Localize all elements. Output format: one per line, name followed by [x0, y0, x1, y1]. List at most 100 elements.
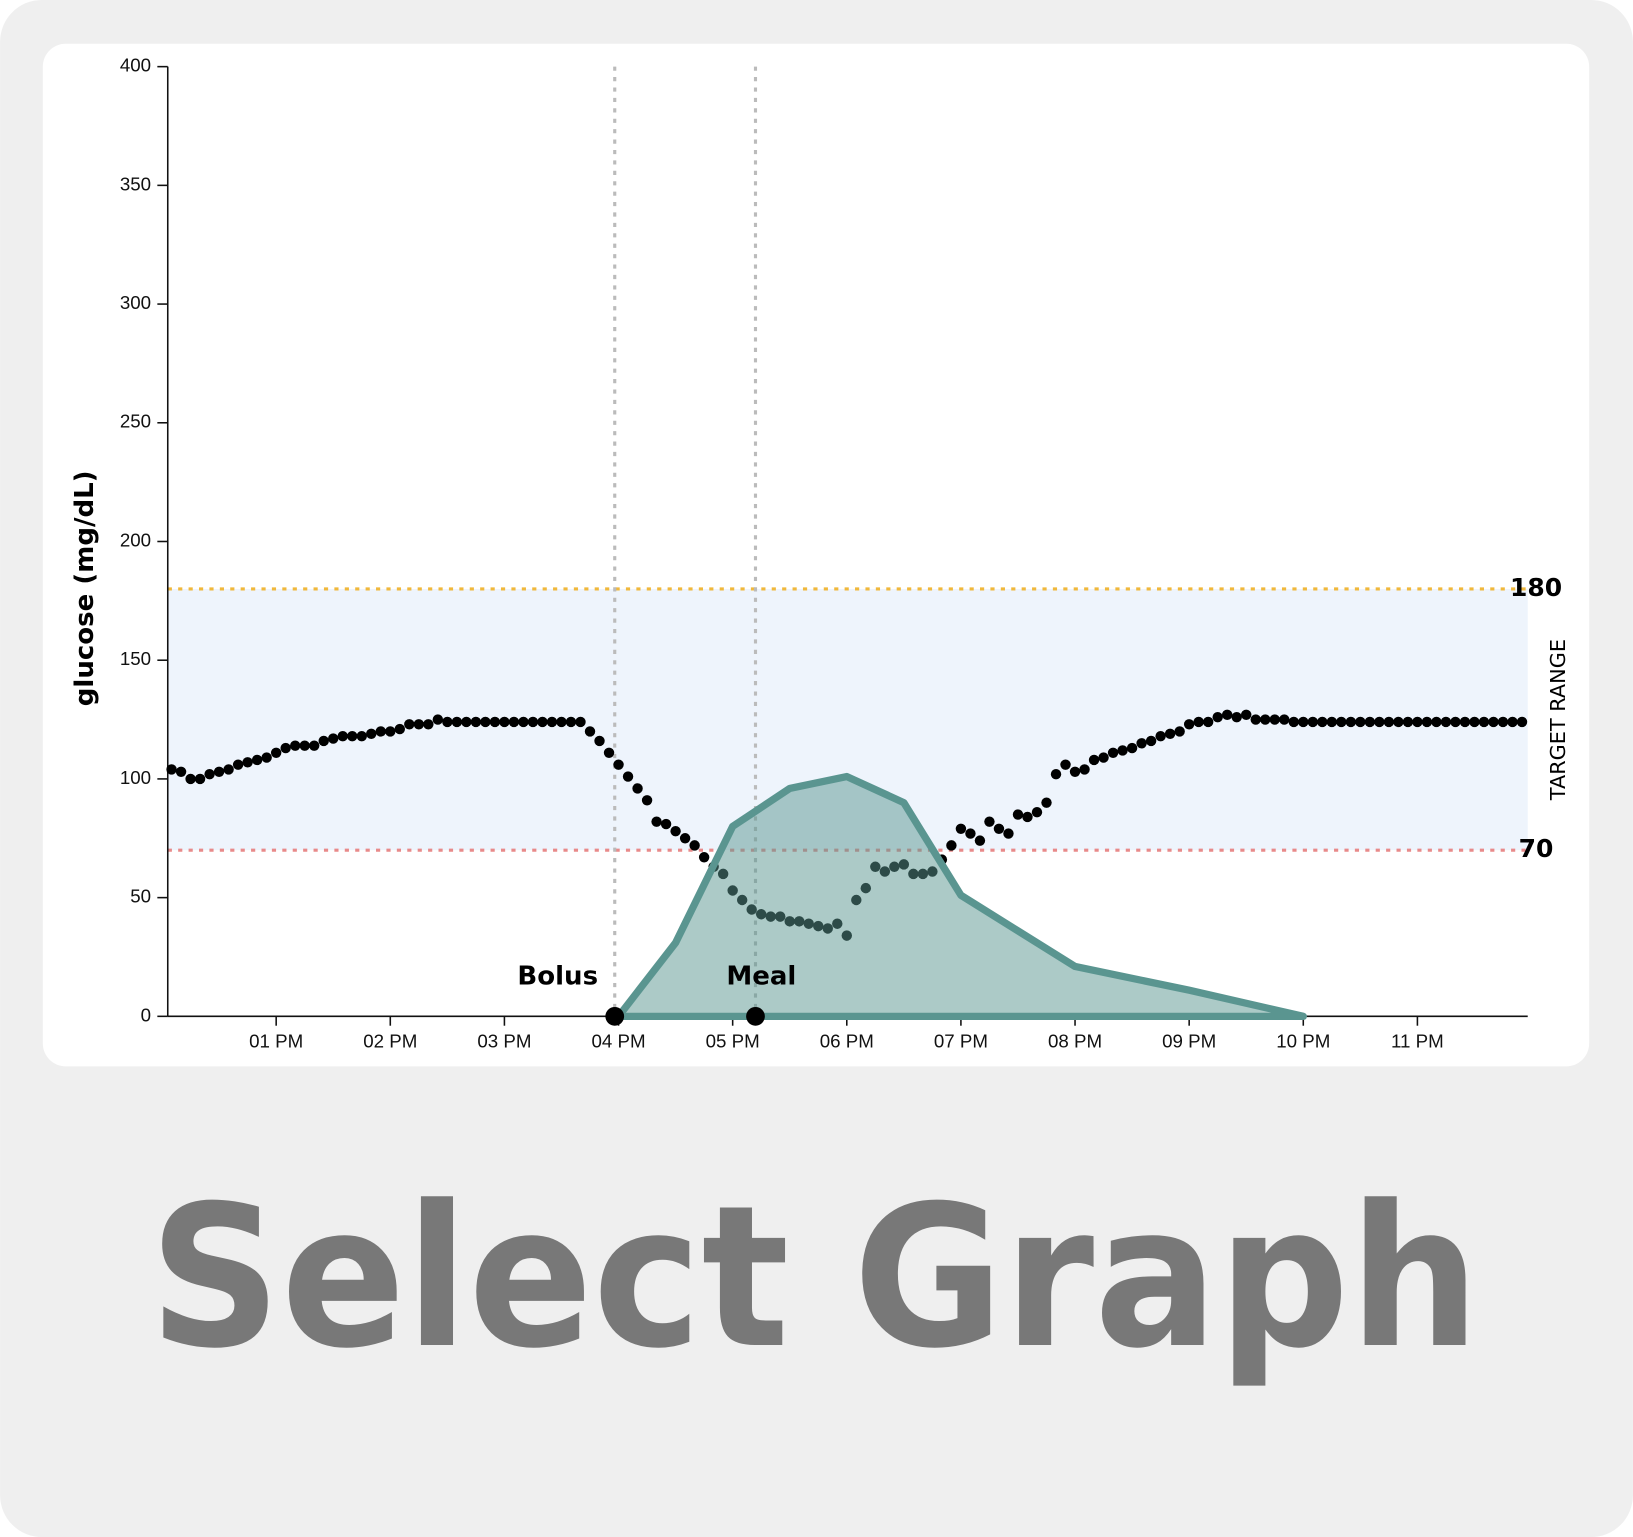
glucose-point	[1221, 709, 1233, 721]
glucose-point	[670, 825, 681, 837]
glucose-point	[1260, 714, 1271, 725]
y-tick-label: 250	[120, 411, 151, 432]
glucose-point	[537, 716, 548, 728]
glucose-point	[261, 752, 272, 763]
target-high-label: 180	[1510, 573, 1562, 602]
glucose-point	[1421, 716, 1433, 728]
glucose-point	[480, 716, 491, 728]
glucose-point	[556, 716, 567, 728]
glucose-point	[1041, 797, 1052, 808]
glucose-point	[1393, 716, 1404, 728]
y-tick-label: 150	[120, 648, 151, 669]
glucose-point	[175, 766, 187, 777]
y-tick-label: 300	[120, 292, 151, 313]
plot: 180 70 TARGET RANGE 0 50 100 150 200 250 300 350 40…	[70, 55, 1570, 1052]
glucose-point	[603, 747, 615, 759]
glucose-point	[1107, 747, 1119, 759]
glucose-point	[1269, 714, 1280, 725]
glucose-point	[499, 716, 510, 728]
button-label: Select Graph	[149, 1164, 1480, 1392]
glucose-point	[356, 730, 367, 742]
glucose-point	[946, 840, 957, 851]
glucose-point	[546, 716, 558, 728]
glucose-point	[632, 783, 643, 794]
x-tick-label: 11 PM	[1391, 1030, 1444, 1051]
glucose-point	[280, 742, 291, 754]
glucose-point	[1478, 716, 1490, 728]
glucose-point	[251, 754, 263, 766]
glucose-point	[584, 726, 596, 737]
glucose-point	[1345, 716, 1357, 728]
glucose-point	[1155, 730, 1166, 742]
glucose-point	[166, 764, 177, 775]
x-tick-label: 02 PM	[363, 1030, 417, 1051]
glucose-point	[1231, 711, 1242, 723]
glucose-point	[622, 771, 634, 782]
glucose-point	[489, 716, 501, 728]
y-tick-label: 200	[120, 529, 151, 550]
event-label: Meal	[726, 961, 796, 991]
glucose-point	[366, 728, 377, 740]
glucose-point	[270, 747, 282, 759]
glucose-point	[1412, 716, 1423, 728]
glucose-point	[385, 726, 396, 737]
glucose-point	[1374, 716, 1385, 728]
glucose-point	[461, 716, 472, 728]
event-label: Bolus	[517, 961, 598, 991]
glucose-point	[1288, 716, 1299, 728]
glucose-point	[651, 816, 662, 827]
glucose-point	[1079, 764, 1090, 775]
glucose-point	[1355, 716, 1366, 728]
glucose-point	[242, 757, 253, 768]
glucose-point	[565, 716, 577, 728]
glucose-point	[974, 835, 986, 846]
glucose-point	[328, 733, 339, 744]
glucose-point	[1383, 716, 1395, 728]
glucose-point	[1069, 766, 1081, 777]
x-tick-label: 01 PM	[249, 1030, 303, 1051]
x-tick-label: 09 PM	[1162, 1030, 1216, 1051]
glucose-point	[1317, 716, 1328, 728]
glucose-point	[318, 735, 329, 747]
glucose-point	[1183, 719, 1195, 730]
glucose-point	[527, 716, 539, 728]
glucose-point	[194, 773, 206, 785]
glucose-point	[1307, 716, 1319, 728]
glucose-point	[1012, 809, 1024, 820]
glucose-point	[1298, 716, 1309, 728]
y-axis-label: glucose (mg/dL)	[70, 470, 100, 706]
glucose-point	[432, 714, 444, 725]
glucose-point	[1250, 714, 1261, 725]
glucose-point	[423, 719, 434, 730]
insulin-carb-area	[614, 772, 1307, 1020]
x-tick-label: 10 PM	[1276, 1030, 1330, 1051]
glucose-point	[1022, 811, 1033, 823]
target-low-label: 70	[1519, 834, 1554, 863]
glucose-point	[1279, 714, 1290, 725]
glucose-point	[1440, 716, 1452, 728]
glucose-point	[1003, 828, 1014, 839]
glucose-point	[299, 740, 310, 751]
x-tick-label: 03 PM	[477, 1030, 531, 1051]
glucose-point	[1060, 759, 1071, 770]
glucose-point	[1450, 716, 1461, 728]
x-tick-label: 07 PM	[934, 1030, 988, 1051]
glucose-point	[1031, 806, 1043, 818]
glucose-point	[993, 823, 1005, 834]
glucose-point	[289, 740, 301, 751]
glucose-point	[223, 764, 234, 775]
glucose-point	[575, 716, 586, 728]
x-tick-label: 06 PM	[820, 1030, 874, 1051]
glucose-point	[232, 759, 244, 770]
x-tick-label: 05 PM	[706, 1030, 760, 1051]
glucose-point	[375, 726, 386, 737]
glucose-point	[1336, 716, 1347, 728]
event-marker	[746, 1006, 765, 1026]
glucose-point	[1126, 742, 1138, 754]
event-marker	[605, 1006, 625, 1026]
glucose-point	[689, 840, 700, 851]
glucose-point	[213, 766, 225, 777]
glucose-point	[984, 816, 995, 827]
y-tick-label: 50	[130, 886, 151, 907]
